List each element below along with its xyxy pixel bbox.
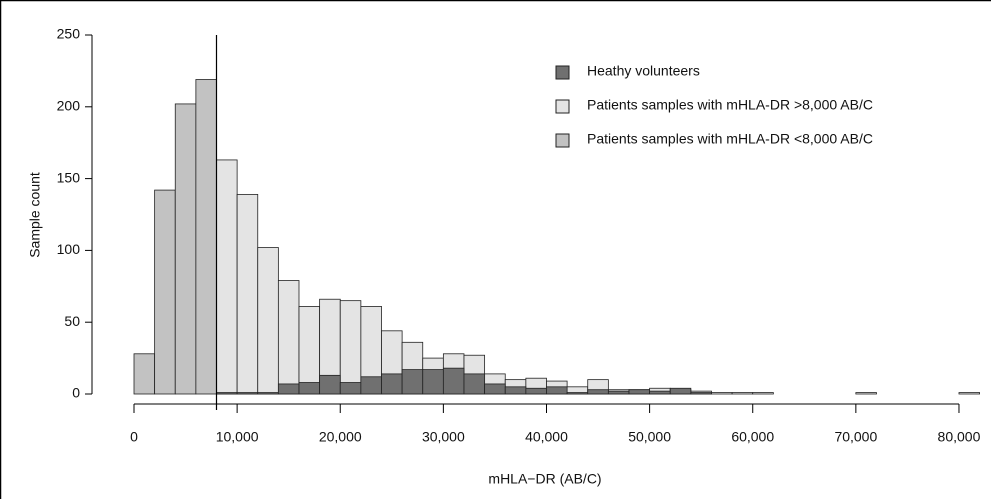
y-tick-label: 250	[57, 26, 81, 42]
x-tick-label: 70,000	[834, 429, 877, 445]
bar	[587, 389, 609, 395]
bar	[628, 389, 651, 395]
bar	[731, 392, 754, 395]
bar	[958, 392, 980, 395]
bar	[360, 376, 382, 395]
x-tick-label: 0	[130, 429, 138, 445]
y-axis-label: Sample count	[27, 172, 43, 258]
bar	[339, 382, 362, 395]
bar	[257, 392, 279, 395]
x-tick-label: 40,000	[525, 429, 568, 445]
x-tick-label: 80,000	[938, 429, 981, 445]
bar	[381, 373, 403, 395]
legend-swatch	[555, 133, 570, 148]
legend-label: Patients samples with mHLA-DR <8,000 AB/…	[587, 131, 873, 147]
bar	[298, 382, 321, 395]
bar	[174, 103, 197, 395]
y-tick-label: 200	[57, 98, 81, 114]
x-tick-label: 10,000	[216, 429, 259, 445]
bar	[257, 247, 279, 395]
bar	[525, 387, 547, 395]
bar	[649, 390, 671, 395]
bar	[216, 159, 238, 395]
bar	[690, 392, 712, 395]
y-tick-label: 50	[64, 313, 80, 329]
y-tick-label: 0	[72, 385, 80, 401]
legend-swatch	[555, 99, 570, 114]
bar	[133, 353, 156, 395]
bar	[339, 300, 362, 395]
bar	[669, 387, 692, 395]
bar	[855, 392, 877, 395]
bar	[195, 79, 217, 395]
bar	[566, 392, 589, 395]
bar	[752, 392, 774, 395]
bar	[504, 386, 527, 395]
bar	[154, 189, 176, 395]
bar	[484, 383, 506, 395]
bar	[216, 392, 238, 395]
legend-label: Patients samples with mHLA-DR >8,000 AB/…	[587, 97, 873, 113]
x-axis-label: mHLA−DR (AB/C)	[488, 471, 601, 487]
x-tick-label: 60,000	[731, 429, 774, 445]
y-tick-label: 100	[57, 241, 81, 257]
x-tick-label: 30,000	[422, 429, 465, 445]
x-tick-label: 50,000	[628, 429, 671, 445]
legend-swatch	[555, 65, 570, 80]
bar	[607, 390, 630, 395]
bar	[711, 392, 733, 395]
bar	[319, 374, 341, 395]
bar	[546, 386, 568, 395]
x-tick-label: 20,000	[319, 429, 362, 445]
legend-label: Heathy volunteers	[587, 63, 700, 79]
bar	[277, 280, 300, 395]
bar	[442, 367, 465, 395]
bar	[236, 392, 259, 395]
bar	[277, 383, 300, 395]
bar	[422, 369, 444, 395]
y-tick-label: 150	[57, 169, 81, 185]
bar	[236, 193, 259, 395]
bar	[401, 369, 424, 395]
bar	[298, 306, 321, 395]
bar	[463, 373, 486, 395]
